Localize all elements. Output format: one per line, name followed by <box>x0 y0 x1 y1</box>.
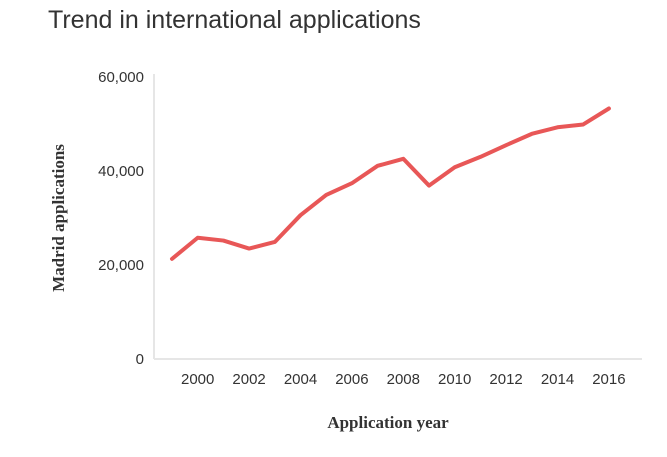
x-tick-label: 2004 <box>284 371 317 388</box>
x-tick-label: 2014 <box>541 371 574 388</box>
x-tick-label: 2002 <box>232 371 265 388</box>
y-tick-label: 60,000 <box>98 69 144 86</box>
chart-title: Trend in international applications <box>48 6 421 34</box>
y-tick-label: 40,000 <box>98 163 144 180</box>
x-tick-label: 2006 <box>335 371 368 388</box>
series-line <box>170 106 611 261</box>
x-tick-label: 2012 <box>489 371 522 388</box>
x-tick-label: 2000 <box>181 371 214 388</box>
y-tick-label: 20,000 <box>98 257 144 274</box>
y-axis-label: Madrid applications <box>49 144 68 292</box>
x-tick-label: 2016 <box>592 371 625 388</box>
x-tick-label: 2010 <box>438 371 471 388</box>
x-tick-label: 2008 <box>387 371 420 388</box>
y-tick-label: 0 <box>136 351 144 368</box>
x-axis-label: Application year <box>327 413 449 432</box>
